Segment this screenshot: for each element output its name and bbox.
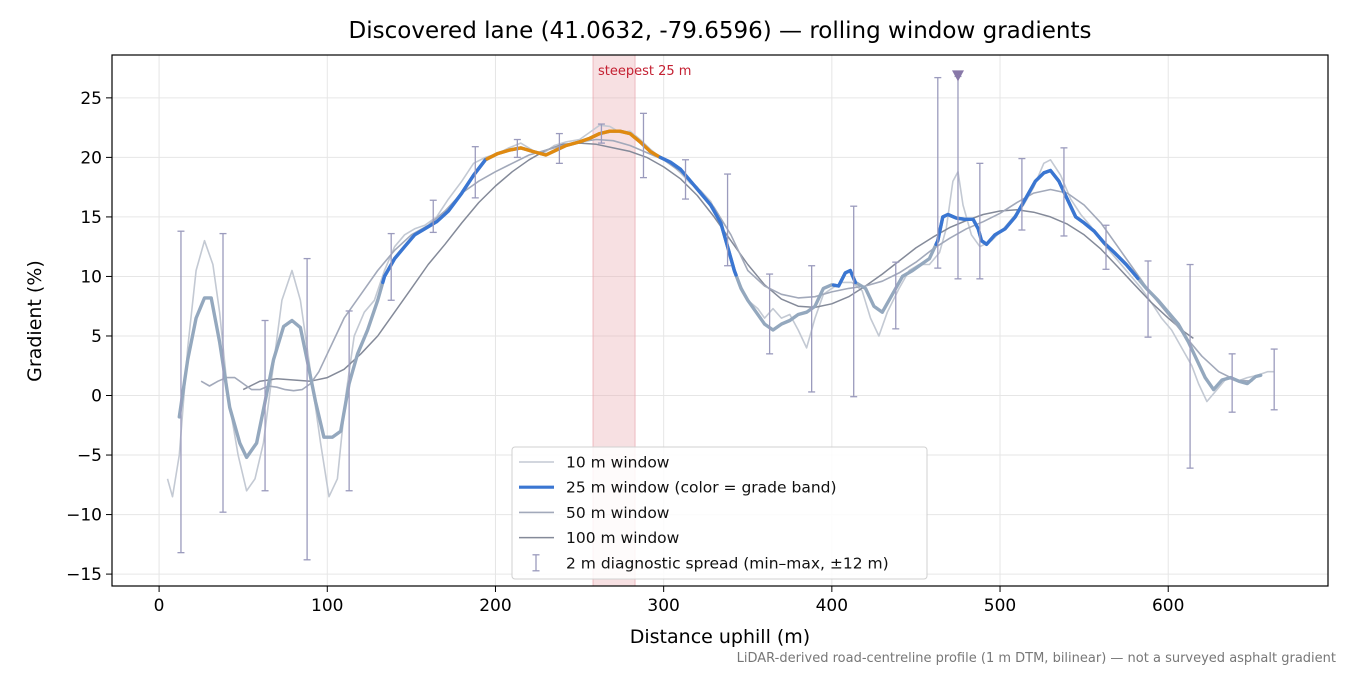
legend-label-100m: 100 m window [566, 529, 680, 547]
spread-bar [639, 112, 647, 179]
spread-bar [1228, 353, 1236, 413]
diagnostic-spread-bars [177, 75, 1278, 561]
spread-bar [219, 232, 227, 513]
y-tick-label: −5 [77, 446, 102, 466]
x-tick-label: 500 [984, 596, 1016, 616]
series-10m-line [166, 124, 1275, 498]
y-tick-label: 25 [80, 89, 102, 109]
spread-bar [850, 205, 858, 398]
series-lines [166, 124, 1275, 498]
x-axis-label: Distance uphill (m) [629, 626, 811, 648]
spread-bar [934, 76, 942, 269]
chart-title: Discovered lane (41.0632, -79.6596) — ro… [348, 18, 1092, 44]
legend-label-spread: 2 m diagnostic spread (min–max, ±12 m) [566, 554, 889, 572]
spread-bar [513, 138, 521, 159]
spread-bar [555, 132, 563, 164]
spread-bar [892, 261, 900, 330]
series-25m-segment-moderate [934, 168, 1140, 281]
spread-bar [1144, 260, 1152, 338]
spread-bar [429, 199, 437, 234]
spread-bar [597, 123, 605, 144]
legend-label-10m: 10 m window [566, 454, 670, 472]
spread-bar [387, 232, 395, 301]
spread-bar [766, 273, 774, 355]
x-tick-label: 600 [1152, 596, 1184, 616]
y-tick-label: −15 [66, 565, 102, 585]
x-tick-label: 300 [647, 596, 679, 616]
legend-label-25m: 25 m window (color = grade band) [566, 479, 837, 497]
y-tick-label: 15 [80, 208, 102, 228]
plot-frame [111, 54, 1329, 587]
legend-box [511, 446, 928, 580]
spread-bar [471, 146, 479, 199]
y-axis-label: Gradient (%) [24, 260, 46, 382]
series-25m-segment-moderate [658, 155, 738, 277]
peak-marker-triangle [951, 70, 964, 82]
series-25m-line [177, 129, 1263, 460]
spread-bar [724, 173, 732, 267]
axis-ticks: 0 100 200 300 400 500 600 −15 −10 −5 0 5 10 15 20 25 [66, 89, 1184, 616]
steepest-band-label: steepest 25 m [598, 64, 691, 79]
spread-bar [1102, 224, 1110, 270]
x-tick-label: 200 [479, 596, 511, 616]
spread-bar [177, 230, 185, 554]
y-tick-label: 20 [80, 148, 102, 168]
spread-bar [345, 310, 353, 492]
series-25m-segment-moderate [831, 268, 858, 288]
y-tick-label: 0 [91, 387, 102, 407]
y-tick-label: 10 [80, 267, 102, 287]
x-tick-label: 0 [154, 596, 165, 616]
x-tick-label: 100 [311, 596, 343, 616]
spread-bar [808, 265, 816, 393]
series-25m-segment-moderate [381, 157, 489, 285]
spread-bar [261, 319, 269, 492]
spread-bar [682, 159, 690, 200]
spread-bar [1270, 348, 1278, 411]
spread-bar [303, 257, 311, 561]
footnote: LiDAR-derived road-centreline profile (1… [736, 651, 1336, 666]
peak-marker [951, 70, 964, 82]
spread-bar [976, 162, 984, 280]
legend-label-50m: 50 m window [566, 504, 670, 522]
y-tick-label: −10 [66, 506, 102, 526]
x-tick-label: 400 [816, 596, 848, 616]
y-tick-label: 5 [91, 327, 102, 347]
spread-bar [1186, 263, 1194, 469]
legend-swatch-spread [532, 554, 540, 572]
legend: 10 m window 25 m window (color = grade b… [511, 446, 928, 580]
spread-bar [1018, 157, 1026, 231]
spread-bar [1060, 147, 1068, 237]
